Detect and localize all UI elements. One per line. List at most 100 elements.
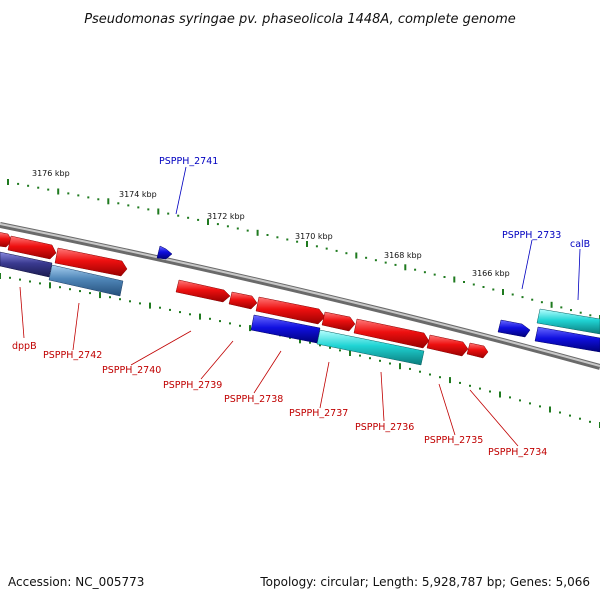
major-tick (157, 208, 160, 215)
minor-tick (570, 309, 572, 312)
gene-feature[interactable] (0, 251, 53, 278)
gene-feature[interactable] (426, 334, 469, 357)
minor-tick (319, 344, 321, 347)
gene-feature[interactable] (534, 326, 600, 353)
gene-label[interactable]: PSPPH_2737 (289, 408, 348, 419)
gene-feature[interactable] (536, 308, 600, 335)
major-tick (0, 273, 1, 279)
minor-tick (579, 417, 581, 420)
gene-feature[interactable] (466, 342, 489, 359)
gene-label[interactable]: PSPPH_2738 (224, 394, 283, 405)
major-tick (404, 264, 407, 271)
gene-feature[interactable] (7, 235, 57, 260)
minor-tick (179, 311, 181, 314)
gene-feature[interactable] (316, 329, 425, 366)
gene-label[interactable]: PSPPH_2742 (43, 350, 102, 361)
minor-tick (345, 252, 348, 255)
major-tick (207, 219, 209, 225)
gene-feature[interactable] (54, 247, 128, 277)
minor-tick (329, 346, 331, 349)
minor-tick (89, 292, 91, 295)
top-leader-lines (175, 166, 581, 301)
minor-tick (187, 216, 190, 219)
minor-tick (159, 306, 161, 309)
major-tick (550, 301, 553, 308)
genome-backbone (0, 222, 600, 370)
minor-tick (519, 399, 521, 402)
minor-tick (489, 390, 491, 393)
minor-tick (229, 322, 231, 325)
minor-tick (423, 271, 426, 274)
gene-label[interactable]: PSPPH_2733 (502, 230, 561, 241)
gene-feature[interactable] (156, 245, 173, 260)
minor-tick (27, 184, 30, 187)
major-tick (149, 302, 151, 309)
gene-feature[interactable] (0, 232, 13, 248)
gene-feature[interactable] (497, 319, 531, 338)
minor-tick (9, 276, 11, 279)
minor-tick (589, 420, 591, 423)
minor-tick (39, 282, 41, 285)
minor-tick (197, 218, 200, 221)
gene-feature[interactable] (353, 318, 430, 349)
minor-tick (433, 273, 436, 276)
minor-tick (369, 357, 371, 360)
gene-feature[interactable] (48, 264, 124, 297)
minor-tick (209, 317, 211, 320)
minor-tick (374, 259, 377, 262)
major-tick (299, 337, 301, 344)
minor-tick (459, 381, 461, 384)
gene-feature[interactable] (255, 296, 326, 325)
gene-label[interactable]: PSPPH_2740 (102, 365, 161, 376)
minor-tick (365, 256, 368, 259)
minor-tick (37, 186, 40, 189)
major-tick (57, 188, 60, 195)
minor-tick (409, 367, 411, 370)
gene-label[interactable]: PSPPH_2739 (163, 380, 222, 391)
minor-tick (472, 283, 475, 286)
minor-tick (119, 298, 121, 301)
minor-tick (469, 384, 471, 387)
major-tick (49, 282, 51, 289)
minor-tick (540, 301, 543, 304)
major-tick (256, 229, 259, 236)
gene-label[interactable]: PSPPH_2736 (355, 422, 414, 433)
scale-label: 3170 kbp (295, 232, 333, 241)
minor-tick (482, 286, 485, 288)
scale-label: 3168 kbp (384, 251, 422, 260)
minor-tick (59, 286, 61, 289)
minor-tick (389, 362, 391, 365)
minor-tick (529, 402, 531, 405)
gene-feature[interactable] (321, 311, 356, 332)
major-tick (502, 289, 504, 295)
minor-tick (139, 302, 141, 305)
gene-feature[interactable] (228, 291, 258, 310)
minor-tick (97, 198, 100, 201)
minor-tick (521, 296, 524, 299)
top-gene-labels: PSPPH_2741 PSPPH_2733 calB (159, 156, 590, 250)
minor-tick (266, 234, 269, 236)
minor-tick (419, 370, 421, 373)
gene-label[interactable]: PSPPH_2741 (159, 156, 218, 167)
gene-feature[interactable] (175, 279, 231, 303)
minor-tick (216, 223, 219, 226)
gene-label[interactable]: dppB (12, 341, 37, 352)
minor-tick (77, 194, 80, 197)
minor-tick (239, 324, 241, 327)
minor-tick (129, 300, 131, 303)
minor-tick (325, 247, 328, 250)
major-tick (249, 325, 251, 332)
gene-label[interactable]: PSPPH_2734 (488, 447, 547, 458)
minor-tick (189, 313, 191, 316)
minor-tick (315, 245, 318, 248)
major-tick (107, 198, 110, 205)
minor-tick (359, 354, 361, 357)
gene-label[interactable]: calB (570, 239, 590, 250)
minor-tick (19, 278, 21, 281)
gene-label[interactable]: PSPPH_2735 (424, 435, 483, 446)
map-title: Pseudomonas syringae pv. phaseolicola 14… (84, 12, 516, 27)
minor-tick (531, 298, 534, 301)
major-tick (453, 276, 456, 283)
scale-label: 3172 kbp (207, 212, 245, 221)
